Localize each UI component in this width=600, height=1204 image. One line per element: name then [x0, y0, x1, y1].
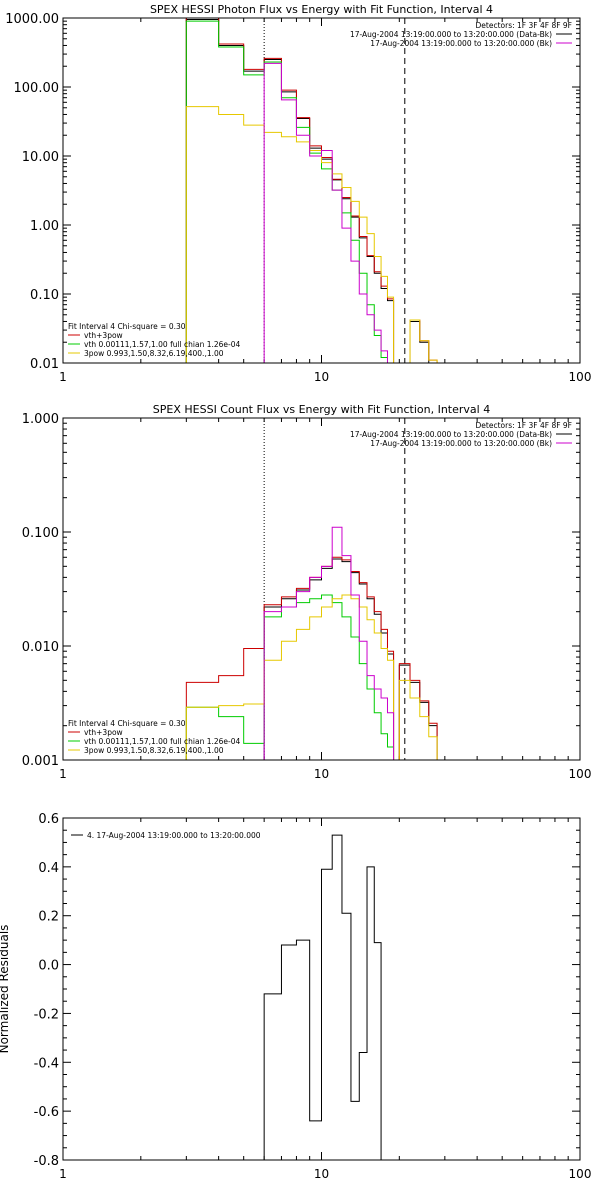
photon-ytick-label: 0.10	[30, 288, 59, 303]
photon-legend-entry: vth+3pow	[84, 331, 123, 340]
count-legend-header: Fit Interval 4 Chi-square = 0.30	[68, 719, 186, 728]
count-legend-entry: vth 0.00111,1.57,1.00 full chian 1.26e-0…	[84, 737, 241, 746]
count-ytick-label: 0.100	[22, 526, 59, 541]
photon-legend-entry: 3pow 0.993,1.50,8.32,6.19,400.,1.00	[84, 349, 224, 358]
residual-ytick-label: 0.2	[38, 910, 59, 925]
photon-ytick-label: 1.00	[30, 219, 59, 234]
count-xtick-label: 10	[314, 767, 329, 781]
count-series-3	[185, 594, 438, 760]
photon-info-line: 17-Aug-2004 13:19:00.000 to 13:20:00.000…	[370, 39, 552, 48]
count-info-line: 17-Aug-2004 13:19:00.000 to 13:20:00.000…	[350, 430, 552, 439]
count-ytick-label: 0.010	[22, 640, 59, 655]
photon-xtick-label: 1	[59, 370, 67, 384]
residual-ylabel: Normalized Residuals	[0, 925, 11, 1054]
count-xtick-label: 1	[59, 767, 67, 781]
residual-series-group	[263, 834, 382, 1160]
count-title: SPEX HESSI Count Flux vs Energy with Fit…	[153, 403, 490, 416]
photon-ytick-label: 1000.00	[5, 12, 59, 27]
photon-info-line: Detectors: 1F 3F 4F 8F 9F	[476, 21, 572, 30]
count-legend-entry: vth+3pow	[84, 728, 123, 737]
residual-ytick-label: -0.6	[34, 1105, 59, 1120]
count-series-group	[185, 526, 438, 760]
residual-ytick-label: -0.2	[34, 1007, 59, 1022]
residual-xtick-label: 100	[569, 1167, 592, 1181]
photon-legend-entry: vth 0.00111,1.57,1.00 full chian 1.26e-0…	[84, 340, 241, 349]
count-info-line: 17-Aug-2004 13:19:00.000 to 13:20:00.000…	[370, 439, 552, 448]
photon-series-2	[185, 20, 388, 363]
photon-legend-header: Fit Interval 4 Chi-square = 0.30	[68, 322, 186, 331]
count-xtick-label: 100	[569, 767, 592, 781]
photon-info-line: 17-Aug-2004 13:19:00.000 to 13:20:00.000…	[350, 30, 552, 39]
residual-ytick-label: 0.0	[38, 959, 59, 974]
count-info-line: Detectors: 1F 3F 4F 8F 9F	[476, 421, 572, 430]
count-frame	[62, 417, 581, 761]
residual-ytick-label: 0.6	[38, 812, 59, 827]
count-series-4	[263, 526, 395, 760]
residual-ytick-label: -0.8	[34, 1154, 59, 1169]
photon-ytick-label: 0.01	[30, 357, 59, 372]
residual-legend-entry: 4. 17-Aug-2004 13:19:00.000 to 13:20:00.…	[87, 831, 261, 840]
photon-series-4	[263, 62, 388, 363]
residual-ytick-label: -0.4	[34, 1056, 59, 1071]
photon-panel: SPEX HESSI Photon Flux vs Energy with Fi…	[5, 3, 591, 384]
photon-ytick-label: 100.00	[14, 81, 60, 96]
photon-title: SPEX HESSI Photon Flux vs Energy with Fi…	[150, 3, 493, 16]
count-legend-entry: 3pow 0.993,1.50,8.32,6.19,400.,1.00	[84, 746, 224, 755]
count-panel: SPEX HESSI Count Flux vs Energy with Fit…	[22, 403, 592, 781]
photon-xtick-label: 10	[314, 370, 329, 384]
count-ytick-label: 0.001	[22, 754, 59, 769]
residual-xtick-label: 1	[59, 1167, 67, 1181]
count-ytick-label: 1.000	[22, 412, 59, 427]
photon-ytick-label: 10.00	[22, 150, 59, 165]
residual-series-0	[263, 834, 382, 1160]
photon-series-group	[185, 18, 438, 363]
photon-xtick-label: 100	[569, 370, 592, 384]
residual-xtick-label: 10	[314, 1167, 329, 1181]
residual-panel: Normalized Residuals 1 10 100 -0.8 -0.6 -0.4 -0…	[0, 812, 591, 1181]
residual-ytick-label: 0.4	[38, 861, 59, 876]
photon-frame	[62, 17, 581, 364]
residual-frame	[62, 817, 581, 1161]
